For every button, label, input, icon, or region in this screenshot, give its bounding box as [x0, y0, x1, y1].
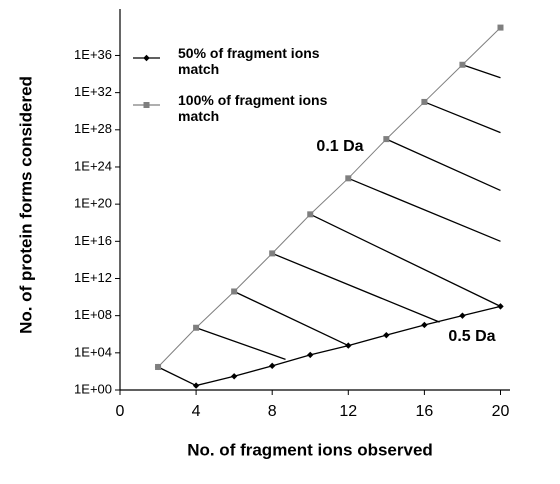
data-point — [231, 288, 238, 295]
y-tick-label: 1E+32 — [74, 84, 112, 99]
data-point — [383, 136, 390, 143]
x-tick-label: 20 — [492, 403, 510, 420]
data-point — [421, 98, 428, 105]
tolerance-line — [195, 327, 286, 360]
data-point — [383, 331, 390, 339]
tolerance-line — [309, 213, 501, 307]
data-point — [307, 351, 314, 359]
x-tick-label: 4 — [192, 403, 201, 420]
x-tick-label: 16 — [415, 403, 433, 420]
data-point — [345, 342, 352, 349]
data-point — [268, 362, 276, 370]
data-point — [345, 175, 352, 182]
legend-label: 100% of fragment ions match — [178, 92, 328, 124]
x-axis-label: No. of fragment ions observed — [187, 440, 433, 459]
tolerance-line — [271, 252, 440, 323]
legend-marker — [143, 102, 150, 108]
series-line — [157, 305, 501, 387]
y-tick-label: 1E+24 — [74, 158, 112, 173]
y-tick-label: 1E+00 — [74, 381, 112, 396]
data-point — [155, 363, 162, 370]
y-tick-label: 1E+16 — [74, 233, 112, 248]
y-axis-label: No. of protein forms considered — [16, 76, 35, 334]
annotation: 0.1 Da — [316, 138, 363, 155]
y-tick-label: 1E+20 — [74, 196, 112, 211]
data-point — [459, 312, 466, 319]
tolerance-line — [233, 290, 349, 347]
y-tick-label: 1E+28 — [74, 121, 112, 136]
tolerance-line — [424, 101, 501, 134]
tolerance-line — [348, 177, 501, 242]
y-tick-label: 1E+08 — [74, 307, 112, 322]
data-point — [459, 61, 466, 68]
x-tick-label: 8 — [268, 403, 277, 420]
data-point — [497, 24, 504, 31]
data-point — [230, 373, 238, 380]
annotation: 0.5 Da — [448, 328, 495, 345]
series-line — [157, 27, 501, 368]
data-point — [307, 211, 314, 218]
data-point — [421, 321, 428, 329]
y-tick-label: 1E+12 — [74, 270, 112, 285]
x-tick-label: 12 — [339, 403, 357, 420]
legend-marker — [143, 54, 150, 62]
y-tick-label: 1E+36 — [74, 47, 112, 62]
tolerance-line — [462, 64, 501, 79]
x-tick-label: 0 — [116, 403, 125, 420]
data-point — [192, 382, 200, 389]
tolerance-line — [386, 138, 501, 192]
data-point — [497, 303, 504, 310]
y-tick-label: 1E+04 — [74, 344, 112, 359]
data-point — [269, 250, 276, 257]
legend-label: 50% of fragment ions match — [178, 45, 320, 77]
data-point — [193, 324, 200, 331]
